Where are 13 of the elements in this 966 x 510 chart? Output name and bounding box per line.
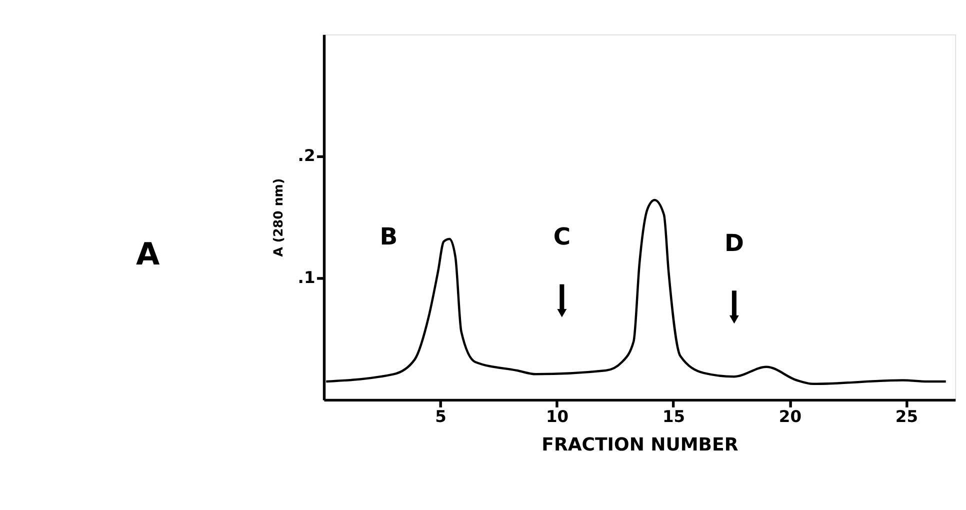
annotation: B (380, 222, 398, 251)
y-tick-label: .2 (298, 146, 316, 166)
x-axis-title: FRACTION NUMBER (542, 434, 738, 456)
x-tick-label: 25 (895, 406, 918, 426)
x-tick-label: 15 (662, 406, 686, 426)
x-tick-label: 20 (778, 406, 802, 426)
annotation: D (724, 228, 744, 257)
y-axis-title: A (280 nm) (270, 178, 286, 257)
text: A (136, 237, 160, 272)
y-tick-label: .1 (298, 268, 316, 287)
x-tick-label: 10 (546, 406, 569, 426)
x-tick-label: 5 (435, 406, 446, 426)
annotation: C (553, 222, 571, 251)
